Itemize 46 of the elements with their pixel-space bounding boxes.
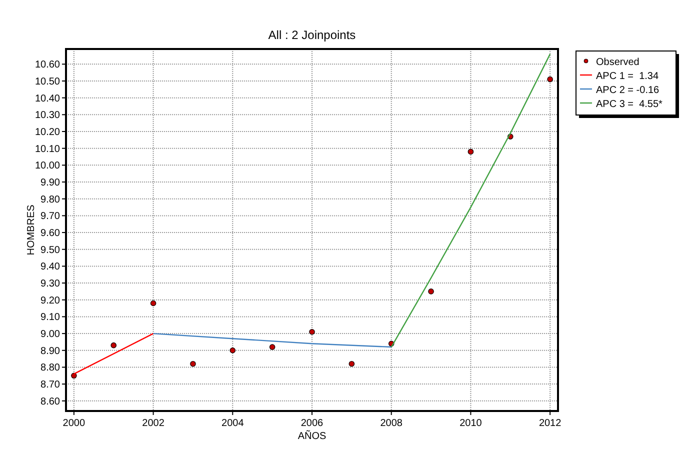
point (309, 328, 315, 335)
point (428, 288, 434, 294)
x-tick-label: 2008 (380, 418, 403, 429)
point (190, 360, 196, 367)
x-tick-label: 2000 (62, 418, 86, 429)
y-tick-label: 8.70 (40, 380, 60, 391)
point (150, 300, 156, 306)
x-axis-title: AÑOS (298, 430, 326, 442)
y-tick-label: 9.30 (40, 278, 60, 290)
point (468, 148, 474, 155)
y-tick-label: 10.00 (34, 160, 60, 172)
x-tick-label: 2010 (460, 418, 482, 429)
y-tick-label: 10.50 (34, 76, 60, 88)
y-tick-label: 9.10 (40, 312, 60, 324)
y-tick-label: 9.90 (40, 178, 60, 189)
point (269, 344, 276, 350)
point (547, 76, 553, 82)
point (110, 342, 117, 348)
y-tick-label: 9.20 (40, 295, 60, 306)
legend-label: Observed (596, 57, 640, 68)
y-tick-label: 9.70 (40, 211, 60, 222)
legend-label: APC 1 = 1.34 (596, 71, 659, 82)
y-tick-label: 10.20 (34, 127, 60, 138)
point (348, 360, 355, 367)
y-tick-label: 8.80 (40, 362, 60, 374)
chart-title: All : 2 Joinpoints (268, 28, 356, 42)
y-tick-label: 10.10 (34, 144, 60, 155)
legend-label: APC 3 = 4.55* (596, 99, 663, 110)
y-tick-label: 10.60 (34, 60, 60, 71)
point (71, 372, 77, 379)
x-tick-label: 2002 (142, 418, 165, 429)
y-axis-title: HOMBRES (26, 204, 37, 256)
y-tick-label: 9.00 (40, 329, 60, 340)
legend-label: APC 2 = -0.16 (596, 85, 660, 96)
y-tick-label: 9.60 (40, 228, 60, 240)
x-tick-label: 2006 (300, 418, 324, 429)
y-tick-label: 9.80 (40, 194, 60, 206)
y-tick-label: 9.40 (40, 262, 60, 273)
x-tick-label: 2012 (538, 418, 562, 429)
y-tick-label: 8.90 (40, 346, 60, 357)
x-tick-label: 2004 (222, 418, 244, 429)
y-tick-label: 10.30 (34, 110, 60, 122)
y-tick-label: 8.60 (40, 396, 60, 408)
point (230, 347, 236, 354)
y-tick-label: 10.40 (34, 93, 60, 104)
y-tick-label: 9.50 (40, 244, 60, 256)
